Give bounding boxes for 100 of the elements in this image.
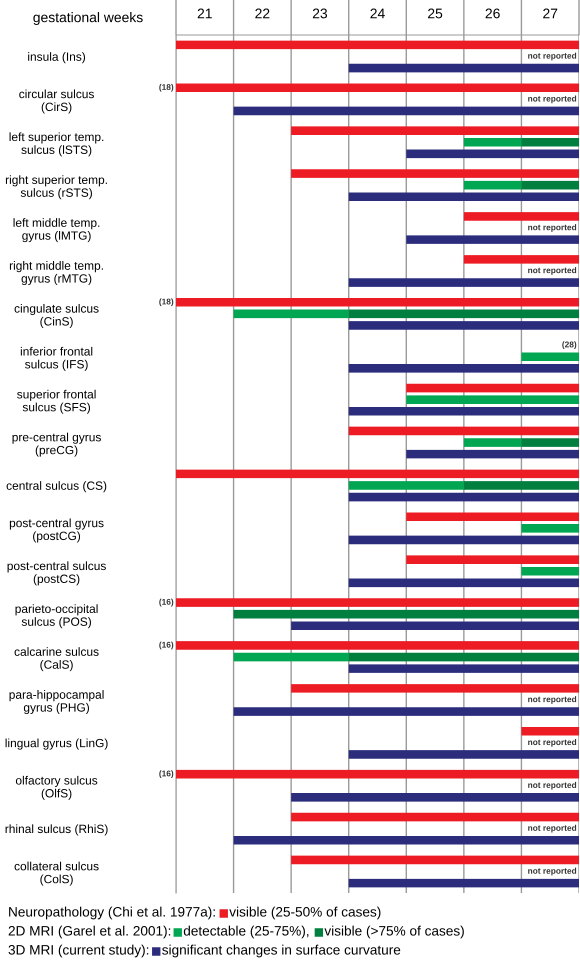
y-tick-label: central sulcus (CS) [6, 481, 106, 492]
bar [291, 812, 579, 822]
bar [234, 707, 579, 716]
bar [406, 395, 579, 404]
annotation: not reported [528, 224, 576, 232]
y-tick-label: parieto-occipital sulcus (POS) [16, 604, 98, 628]
bar [348, 652, 579, 662]
x-tick-label: 22 [255, 8, 270, 18]
annotation: not reported [528, 868, 576, 876]
bar [348, 310, 579, 318]
y-tick-label: lingual gyrus (LinG) [6, 738, 108, 750]
y-tick-label: right middle temp. gyrus (rMTG) [10, 261, 103, 286]
annotation: not reported [528, 696, 576, 704]
y-tick-label: para-hippocampal gyrus (PHG) [10, 690, 104, 714]
bar [464, 255, 579, 264]
bar [176, 598, 579, 607]
bar [464, 180, 522, 190]
bar [348, 664, 579, 673]
bar [348, 492, 579, 502]
bar [348, 364, 579, 373]
x-axis-title: gestational weeks [33, 12, 143, 25]
legend-label: significant changes in surface curvature [162, 944, 400, 958]
y-tick-label: circular sulcus (CirS) [19, 89, 94, 114]
y-tick-label: left middle temp. gyrus (lMTG) [14, 218, 100, 242]
bar [348, 426, 579, 436]
text: 3D MRI (current study): [8, 944, 148, 958]
bar [406, 235, 579, 244]
bar [348, 536, 579, 544]
bar [176, 298, 579, 307]
y-tick-label: pre-central gyrus (preCG) [12, 432, 101, 457]
bar [348, 578, 579, 588]
bar [521, 524, 579, 533]
annotation: not reported [528, 824, 576, 833]
legend-label: visible (25-50% of cases) [229, 906, 380, 920]
bar [464, 212, 579, 221]
bar [176, 641, 579, 650]
text: (16) [159, 770, 174, 778]
x-tick-label: 26 [486, 8, 500, 18]
bar [348, 750, 579, 759]
text: (18) [159, 298, 174, 306]
annotation: not reported [528, 95, 576, 104]
bar [234, 106, 579, 116]
bar [464, 481, 579, 490]
x-tick-label: 24 [370, 8, 385, 18]
y-tick-label: post-central sulcus (postCS) [8, 561, 106, 586]
bar [348, 278, 579, 287]
bar [406, 450, 579, 458]
annotation: not reported [528, 782, 576, 790]
bar [348, 64, 579, 72]
bar [291, 621, 579, 630]
y-tick-label: rhinal sulcus (RhiS) [6, 824, 108, 836]
bar [521, 566, 579, 576]
bar [521, 352, 579, 362]
y-tick-label: left superior temp. sulcus (lSTS) [10, 132, 104, 156]
bar [521, 138, 579, 147]
y-tick-label: calcarine sulcus (CalS) [14, 647, 99, 672]
bar [348, 321, 579, 330]
bar [176, 40, 579, 50]
bar [176, 470, 579, 478]
annotation: not reported [528, 52, 576, 60]
bar [521, 438, 579, 447]
bar [348, 406, 579, 416]
bar [176, 83, 579, 92]
bar [291, 856, 579, 864]
bar [234, 836, 579, 845]
bar [234, 610, 579, 618]
legend-label: visible (>75% of cases) [324, 926, 464, 938]
legend-label: detectable (25-75%), [184, 926, 308, 938]
bar [406, 150, 579, 158]
y-tick-label: inferior frontal sulcus (IFS) [20, 346, 92, 371]
bar [406, 555, 579, 564]
y-tick-label: olfactory sulcus (OlfS) [16, 776, 98, 800]
bar [521, 180, 579, 190]
x-tick-label: 25 [428, 8, 442, 18]
bar [348, 878, 579, 888]
bar [464, 438, 522, 447]
bar [176, 770, 579, 778]
y-tick-label: collateral sulcus (ColS) [14, 862, 99, 886]
annotation: not reported [528, 267, 576, 275]
bar [464, 138, 522, 147]
bar [234, 310, 349, 318]
bar [291, 126, 579, 135]
bar [348, 192, 579, 202]
y-tick-label: right superior temp. sulcus (rSTS) [6, 175, 107, 200]
bar [348, 481, 464, 490]
bar [406, 384, 579, 392]
bar [291, 684, 579, 693]
x-tick-label: 27 [543, 8, 558, 18]
text: (18) [159, 84, 174, 92]
bar [291, 169, 579, 178]
y-tick-label: cingulate sulcus (CinS) [14, 304, 99, 328]
bar [291, 793, 579, 802]
text: (16) [159, 642, 174, 650]
x-tick-label: 23 [312, 8, 328, 18]
bar [234, 652, 349, 662]
annotation: (28) [562, 341, 576, 350]
y-tick-label: insula (Ins) [28, 52, 86, 64]
bar [521, 726, 579, 736]
bar [406, 512, 579, 522]
text: Neuropathology (Chi et al. 1977a): [9, 906, 215, 920]
